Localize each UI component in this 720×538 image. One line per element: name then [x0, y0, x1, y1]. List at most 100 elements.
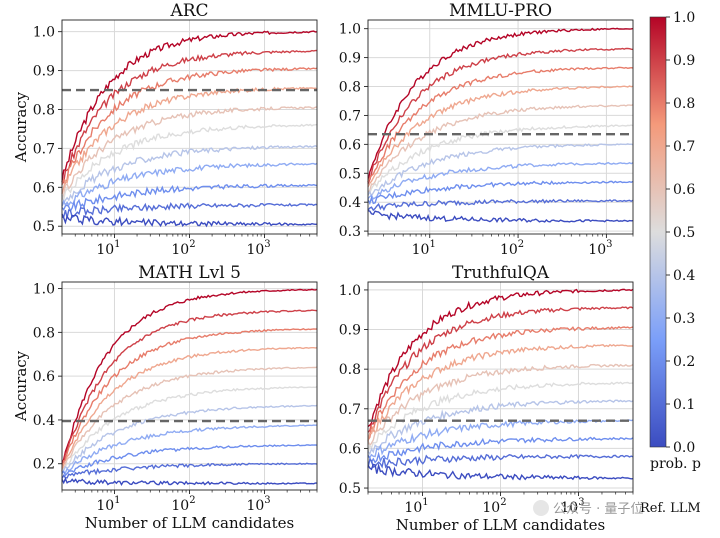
series-line-p1: [367, 27, 634, 183]
y-axis-label: Accuracy: [12, 350, 30, 422]
y-tick-label: 0.4: [339, 195, 361, 211]
series-line-p0: [367, 462, 634, 481]
y-tick-label: 0.6: [33, 180, 55, 196]
y-tick-label: 0.7: [33, 141, 55, 157]
series-line-p0.1: [61, 201, 318, 219]
y-tick-label: 0.7: [339, 402, 361, 418]
y-ticks: 0.2 0.4 0.6 0.8 1.0: [33, 282, 62, 473]
watermark-area: 公众号 · 量子位 Ref. LLM: [533, 500, 701, 517]
colorbar-tick-label: 0.2: [673, 354, 695, 370]
series-line-p0.5: [367, 381, 634, 454]
series-line-p0.5: [61, 386, 318, 473]
series-line-p0: [61, 477, 317, 487]
x-tick-label: 102: [482, 497, 506, 516]
y-ticks: 0.3 0.4 0.5 0.6 0.7 0.8 0.9 1.0: [339, 22, 368, 240]
x-axis-label: Number of LLM candidates: [396, 516, 605, 534]
series-group: [367, 288, 634, 481]
series-line-p0.2: [61, 444, 318, 477]
series-line-p0.7: [367, 85, 634, 188]
panel-title: ARC: [169, 1, 208, 21]
x-ticks: 101 102 103: [61, 490, 318, 514]
series-line-p0.6: [367, 363, 634, 447]
colorbar-gradient: [649, 16, 667, 448]
panel-title: MMLU-PRO: [449, 1, 552, 21]
series-line-p0.9: [367, 47, 634, 185]
colorbar-tick-label: 0.3: [673, 311, 695, 327]
series-line-p0.6: [61, 366, 318, 471]
series-line-p0.7: [367, 343, 634, 442]
watermark-text: 公众号 · 量子位: [553, 502, 643, 517]
series-line-p0.1: [367, 453, 634, 469]
series-line-p0.7: [61, 346, 318, 472]
colorbar-tick-label: 0.1: [673, 397, 695, 413]
series-line-p0.3: [367, 418, 634, 459]
y-ticks: 0.5 0.6 0.7 0.8 0.9 1.0: [33, 25, 62, 235]
x-tick-label: 101: [96, 495, 120, 514]
y-tick-label: 1.0: [339, 22, 361, 38]
y-tick-label: 0.8: [33, 102, 55, 118]
x-tick-label: 102: [500, 239, 524, 258]
panel-title: TruthfulQA: [452, 263, 550, 283]
series-line-p0: [61, 213, 318, 228]
panel-0: 0.5 0.6 0.7 0.8 0.9 1.0 101 102 103 ARC Accuracy: [12, 1, 318, 258]
series-line-p0: [367, 210, 634, 223]
series-line-p0.1: [61, 462, 318, 479]
series-line-p0.4: [61, 404, 318, 475]
ref-llm-label: Ref. LLM: [640, 501, 701, 516]
colorbar-tick-label: 0.4: [673, 268, 695, 284]
colorbar-label: prob. p: [650, 456, 701, 472]
y-ticks: 0.5 0.6 0.7 0.8 0.9 1.0: [339, 283, 368, 497]
wechat-icon: [533, 500, 549, 516]
series-line-p0.9: [61, 309, 318, 466]
y-tick-label: 0.6: [339, 137, 361, 153]
series-line-p0.8: [367, 326, 634, 441]
y-tick-label: 0.7: [339, 108, 361, 124]
y-tick-label: 0.5: [339, 481, 361, 497]
colorbar-tick-label: 0.5: [673, 225, 695, 241]
x-tick-label: 103: [560, 497, 584, 516]
x-tick-label: 102: [171, 495, 195, 514]
x-ticks: 101 102 103: [61, 234, 318, 258]
panel-1: 0.3 0.4 0.5 0.6 0.7 0.8 0.9 1.0 101 102 103 MMLU-PR…: [339, 1, 634, 258]
x-tick-label: 101: [412, 239, 436, 258]
series-line-p0.6: [61, 105, 318, 200]
y-axis-label: Accuracy: [12, 91, 30, 163]
colorbar-tick-label: 0.6: [673, 182, 695, 198]
x-axis-label: Number of LLM candidates: [85, 514, 294, 532]
series-line-p0.8: [61, 67, 318, 186]
x-tick-label: 102: [171, 239, 195, 258]
series-line-p0.6: [367, 104, 634, 193]
x-tick-label: 101: [96, 239, 120, 258]
y-tick-label: 0.8: [339, 80, 361, 96]
series-line-p0.3: [367, 161, 634, 200]
plot-frame: [367, 19, 634, 235]
series-line-p0.2: [367, 436, 634, 464]
series-line-p0.3: [61, 424, 318, 474]
x-ticks: 101 102 103: [367, 234, 634, 258]
colorbar-ticks: 0.0 0.1 0.2 0.3 0.4 0.5 0.6 0.7 0.8 0.9 1.0: [666, 10, 695, 456]
panel-2: 0.2 0.4 0.6 0.8 1.0 101 102 103 MATH Lvl 5 Accura…: [12, 263, 318, 532]
colorbar-tick-label: 0.9: [673, 53, 695, 69]
y-tick-label: 0.6: [33, 369, 55, 385]
y-tick-label: 1.0: [33, 25, 55, 41]
y-tick-label: 0.8: [339, 362, 361, 378]
y-tick-label: 0.9: [339, 51, 361, 67]
y-tick-label: 0.4: [33, 413, 55, 429]
y-tick-label: 0.5: [33, 219, 55, 235]
y-tick-label: 0.8: [33, 325, 55, 341]
x-ticks: 101 102 103: [367, 492, 634, 516]
series-line-p1: [367, 288, 634, 428]
series-line-p0.2: [367, 180, 634, 206]
y-tick-label: 0.6: [339, 441, 361, 457]
series-line-p1: [61, 288, 318, 465]
x-tick-label: 103: [246, 495, 270, 514]
series-line-p0.5: [367, 124, 634, 194]
plot-background: [368, 20, 633, 234]
series-line-p0.4: [61, 145, 318, 206]
series-line-p0.5: [61, 123, 318, 203]
y-tick-label: 0.2: [33, 457, 55, 473]
y-tick-label: 0.9: [33, 64, 55, 80]
series-line-p0.7: [61, 86, 318, 195]
